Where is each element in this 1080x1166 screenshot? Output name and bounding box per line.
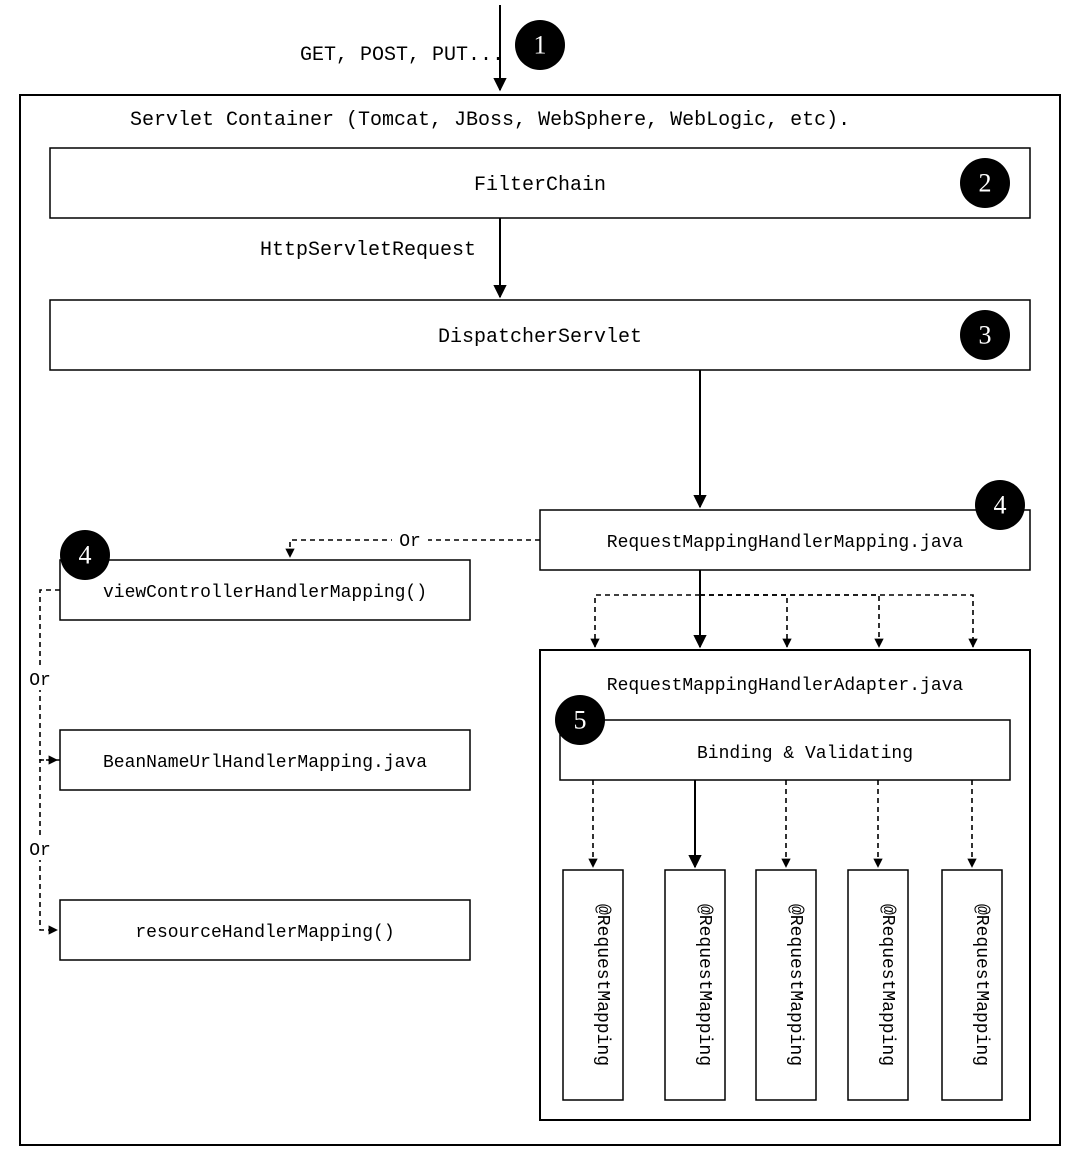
or-label-2: Or (29, 671, 51, 691)
http-request-label: HttpServletRequest (260, 239, 476, 262)
filter-chain-label: FilterChain (474, 174, 606, 197)
diagram-canvas: GET, POST, PUT... 1 Servlet Container (T… (0, 0, 1080, 1166)
request-mapping-label: @RequestMapping (592, 904, 612, 1066)
step-badge-5-text: 5 (574, 706, 587, 735)
step-badge-1-text: 1 (534, 31, 547, 60)
servlet-container-title: Servlet Container (Tomcat, JBoss, WebSph… (130, 109, 850, 132)
request-mapping-label: @RequestMapping (877, 904, 897, 1066)
http-methods-label: GET, POST, PUT... (300, 44, 504, 67)
bnuhm-label: BeanNameUrlHandlerMapping.java (103, 753, 427, 773)
rhm-label: resourceHandlerMapping() (135, 923, 394, 943)
request-mapping-label: @RequestMapping (971, 904, 991, 1066)
vchm-label: viewControllerHandlerMapping() (103, 583, 427, 603)
binding-label: Binding & Validating (697, 744, 913, 764)
or-label-3: Or (29, 841, 51, 861)
rmha-label: RequestMappingHandlerAdapter.java (607, 676, 964, 696)
step-badge-3-text: 3 (979, 321, 992, 350)
rmhm-label: RequestMappingHandlerMapping.java (607, 533, 964, 553)
step-badge-2-text: 2 (979, 169, 992, 198)
step-badge-4b-text: 4 (79, 541, 92, 570)
step-badge-4a-text: 4 (994, 491, 1007, 520)
dispatcher-servlet-label: DispatcherServlet (438, 326, 642, 349)
request-mapping-label: @RequestMapping (694, 904, 714, 1066)
request-mapping-label: @RequestMapping (785, 904, 805, 1066)
or-label-1: Or (399, 532, 421, 552)
